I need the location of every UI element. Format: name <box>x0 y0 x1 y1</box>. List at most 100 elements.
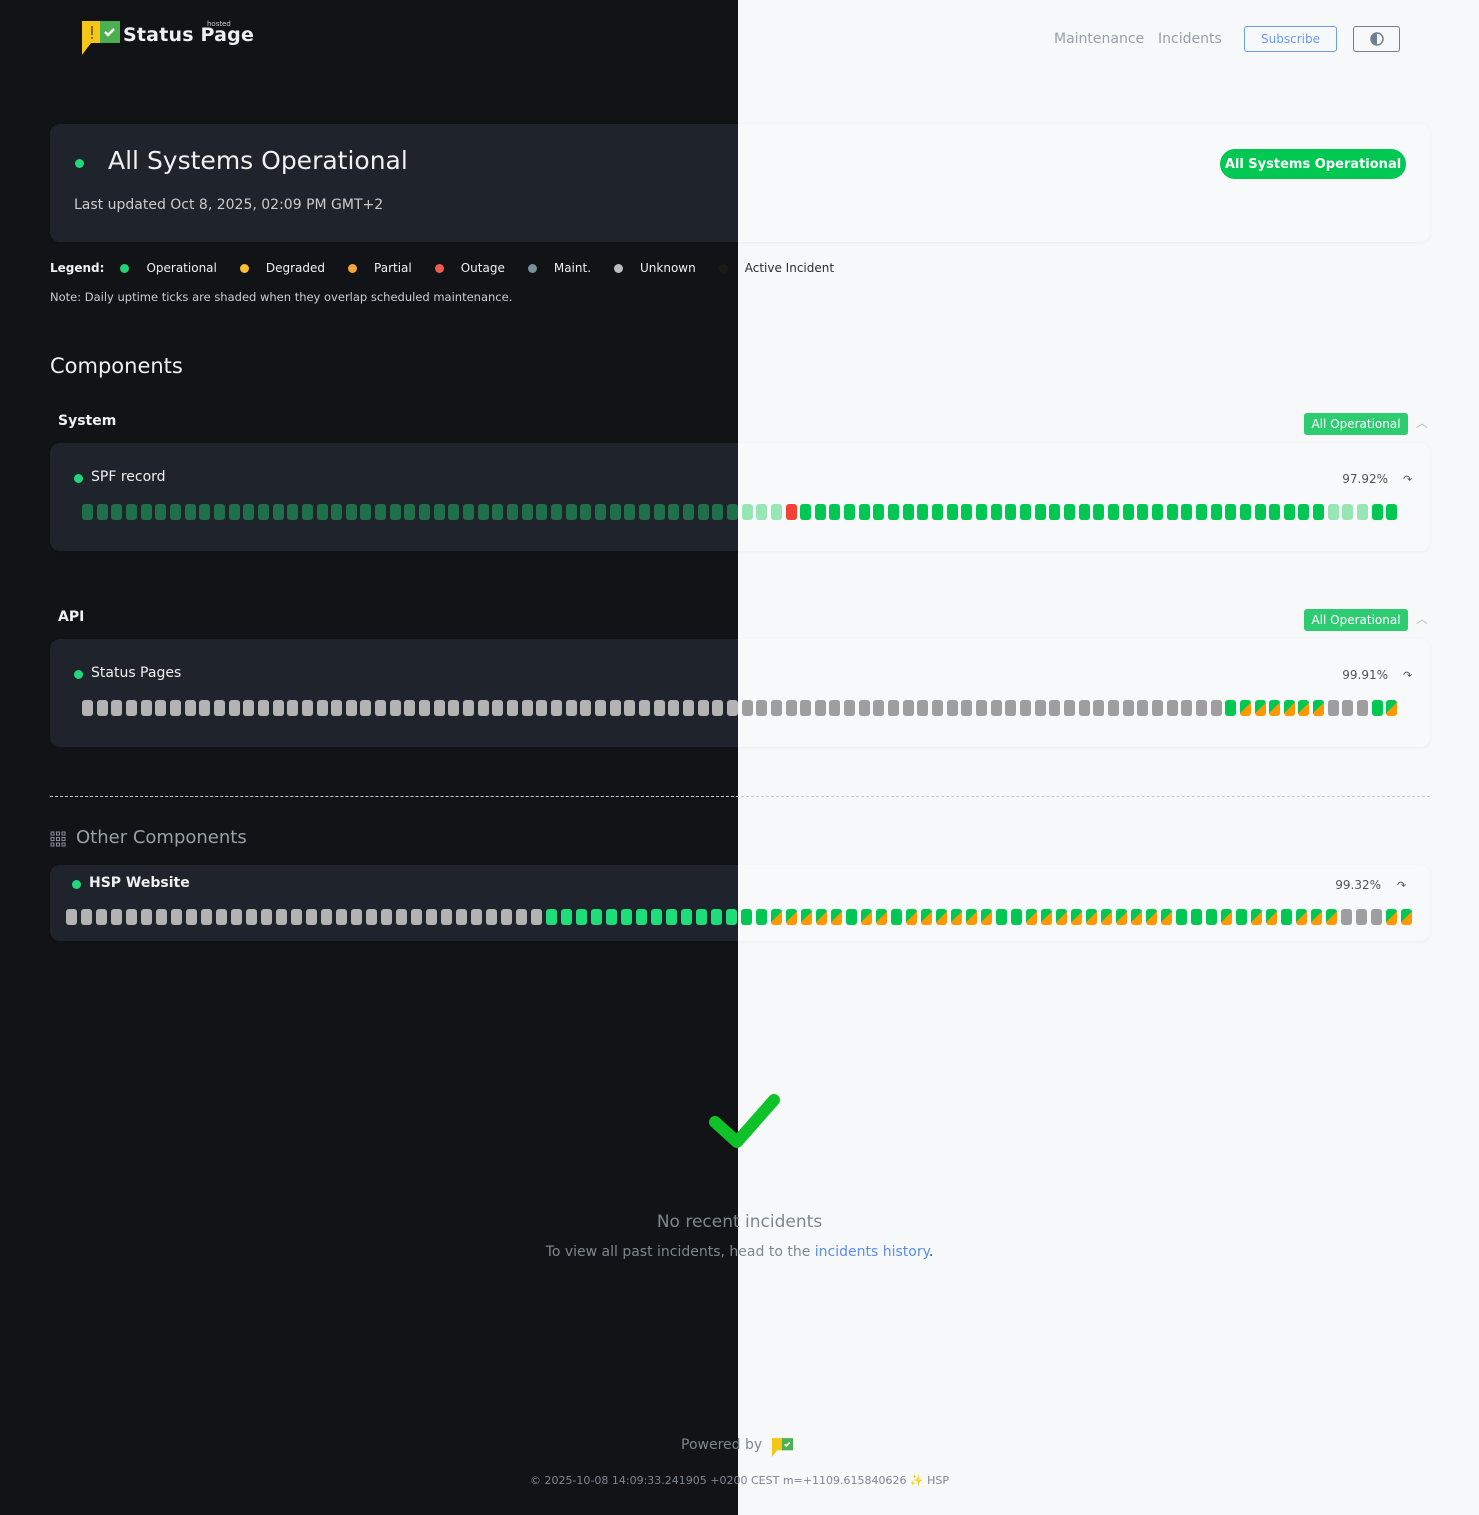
uptime-tick-unknown[interactable] <box>492 700 504 716</box>
uptime-tick-operational[interactable] <box>636 909 647 925</box>
uptime-tick-operational[interactable] <box>651 909 662 925</box>
uptime-tick-operational-shaded[interactable] <box>316 504 328 520</box>
uptime-tick-operational[interactable] <box>891 909 902 925</box>
uptime-tick-operational-shaded[interactable] <box>624 504 636 520</box>
uptime-tick-operational[interactable] <box>1371 504 1383 520</box>
uptime-tick-unknown[interactable] <box>961 700 973 716</box>
uptime-tick-unknown[interactable] <box>351 909 362 925</box>
uptime-tick-operational-shaded[interactable] <box>125 504 137 520</box>
uptime-tick-operational-shaded[interactable] <box>726 504 738 520</box>
logo[interactable] <box>82 19 120 55</box>
uptime-tick-unknown[interactable] <box>291 909 302 925</box>
uptime-tick-operational[interactable] <box>1049 504 1061 520</box>
uptime-tick-unknown[interactable] <box>345 700 357 716</box>
uptime-tick-operational[interactable] <box>932 504 944 520</box>
uptime-tick-unknown[interactable] <box>594 700 606 716</box>
uptime-tick-operational-shaded[interactable] <box>463 504 475 520</box>
uptime-tick-operational-shaded[interactable] <box>419 504 431 520</box>
chevron-up-icon[interactable]: ︿ <box>1416 416 1429 430</box>
uptime-tick-operational-shaded[interactable] <box>756 504 768 520</box>
uptime-tick-unknown[interactable] <box>276 909 287 925</box>
uptime-tick-operational-shaded[interactable] <box>301 504 313 520</box>
uptime-tick-unknown[interactable] <box>471 909 482 925</box>
uptime-tick-operational[interactable] <box>1181 504 1193 520</box>
uptime-tick-operational[interactable] <box>846 909 857 925</box>
uptime-tick-operational[interactable] <box>800 504 812 520</box>
history-icon[interactable]: ↷ <box>1403 473 1413 486</box>
uptime-tick-operational[interactable] <box>1195 504 1207 520</box>
uptime-tick-operational[interactable] <box>1236 909 1247 925</box>
uptime-tick-unknown[interactable] <box>411 909 422 925</box>
uptime-tick-unknown[interactable] <box>316 700 328 716</box>
uptime-tick-unknown[interactable] <box>516 909 527 925</box>
uptime-tick-partial-split[interactable] <box>1386 909 1397 925</box>
uptime-tick-unknown[interactable] <box>531 909 542 925</box>
uptime-tick-partial-split[interactable] <box>1026 909 1037 925</box>
uptime-tick-operational-shaded[interactable] <box>565 504 577 520</box>
uptime-tick-operational[interactable] <box>1107 504 1119 520</box>
uptime-tick-operational-shaded[interactable] <box>477 504 489 520</box>
uptime-tick-operational[interactable] <box>1093 504 1105 520</box>
uptime-tick-operational[interactable] <box>591 909 602 925</box>
uptime-tick-unknown[interactable] <box>287 700 299 716</box>
uptime-tick-operational[interactable] <box>1281 909 1292 925</box>
uptime-tick-unknown[interactable] <box>216 909 227 925</box>
uptime-tick-partial-split[interactable] <box>1251 909 1262 925</box>
uptime-tick-partial-split[interactable] <box>1401 909 1412 925</box>
uptime-tick-operational-shaded[interactable] <box>638 504 650 520</box>
uptime-tick-partial-split[interactable] <box>1298 700 1310 716</box>
uptime-tick-unknown[interactable] <box>456 909 467 925</box>
uptime-tick-operational[interactable] <box>976 504 988 520</box>
uptime-tick-unknown[interactable] <box>169 700 181 716</box>
uptime-tick-unknown[interactable] <box>1341 909 1352 925</box>
uptime-tick-operational[interactable] <box>814 504 826 520</box>
uptime-tick-unknown[interactable] <box>448 700 460 716</box>
uptime-tick-partial-split[interactable] <box>966 909 977 925</box>
uptime-tick-partial-split[interactable] <box>1071 909 1082 925</box>
uptime-tick-operational-shaded[interactable] <box>155 504 167 520</box>
subscribe-button[interactable]: Subscribe <box>1244 26 1337 52</box>
uptime-tick-unknown[interactable] <box>873 700 885 716</box>
uptime-tick-operational-shaded[interactable] <box>492 504 504 520</box>
uptime-tick-partial-split[interactable] <box>816 909 827 925</box>
uptime-tick-unknown[interactable] <box>463 700 475 716</box>
uptime-tick-unknown[interactable] <box>653 700 665 716</box>
uptime-tick-operational-shaded[interactable] <box>404 504 416 520</box>
uptime-tick-unknown[interactable] <box>551 700 562 716</box>
uptime-tick-unknown[interactable] <box>1195 700 1207 716</box>
uptime-tick-unknown[interactable] <box>888 700 900 716</box>
uptime-tick-unknown[interactable] <box>1049 700 1061 716</box>
uptime-tick-operational[interactable] <box>576 909 587 925</box>
uptime-tick-operational[interactable] <box>1166 504 1178 520</box>
uptime-tick-unknown[interactable] <box>126 909 137 925</box>
uptime-tick-operational-shaded[interactable] <box>199 504 211 520</box>
uptime-tick-unknown[interactable] <box>243 700 255 716</box>
uptime-tick-partial-split[interactable] <box>876 909 887 925</box>
uptime-tick-unknown[interactable] <box>770 700 782 716</box>
uptime-tick-partial-split[interactable] <box>1269 700 1281 716</box>
uptime-tick-operational-shaded[interactable] <box>140 504 152 520</box>
uptime-tick-unknown[interactable] <box>389 700 401 716</box>
uptime-tick-partial-split[interactable] <box>1161 909 1172 925</box>
nav-incidents[interactable]: Incidents <box>1158 31 1222 47</box>
uptime-tick-operational[interactable] <box>1206 909 1217 925</box>
uptime-tick-unknown[interactable] <box>580 700 592 716</box>
uptime-tick-operational-shaded[interactable] <box>1327 504 1339 520</box>
uptime-tick-unknown[interactable] <box>306 909 317 925</box>
uptime-tick-operational-shaded[interactable] <box>712 504 724 520</box>
uptime-tick-unknown[interactable] <box>917 700 929 716</box>
uptime-tick-unknown[interactable] <box>231 909 242 925</box>
uptime-tick-unknown[interactable] <box>366 909 377 925</box>
uptime-tick-unknown[interactable] <box>141 909 152 925</box>
uptime-tick-operational-shaded[interactable] <box>389 504 401 520</box>
uptime-tick-unknown[interactable] <box>155 700 167 716</box>
uptime-tick-operational[interactable] <box>990 504 1002 520</box>
uptime-tick-unknown[interactable] <box>946 700 958 716</box>
uptime-tick-partial-split[interactable] <box>1146 909 1157 925</box>
uptime-tick-partial-split[interactable] <box>771 909 782 925</box>
uptime-tick-partial-split[interactable] <box>981 909 992 925</box>
uptime-tick-operational[interactable] <box>1225 504 1237 520</box>
uptime-tick-unknown[interactable] <box>814 700 826 716</box>
uptime-tick-operational-shaded[interactable] <box>682 504 694 520</box>
uptime-tick-operational[interactable] <box>1298 504 1310 520</box>
